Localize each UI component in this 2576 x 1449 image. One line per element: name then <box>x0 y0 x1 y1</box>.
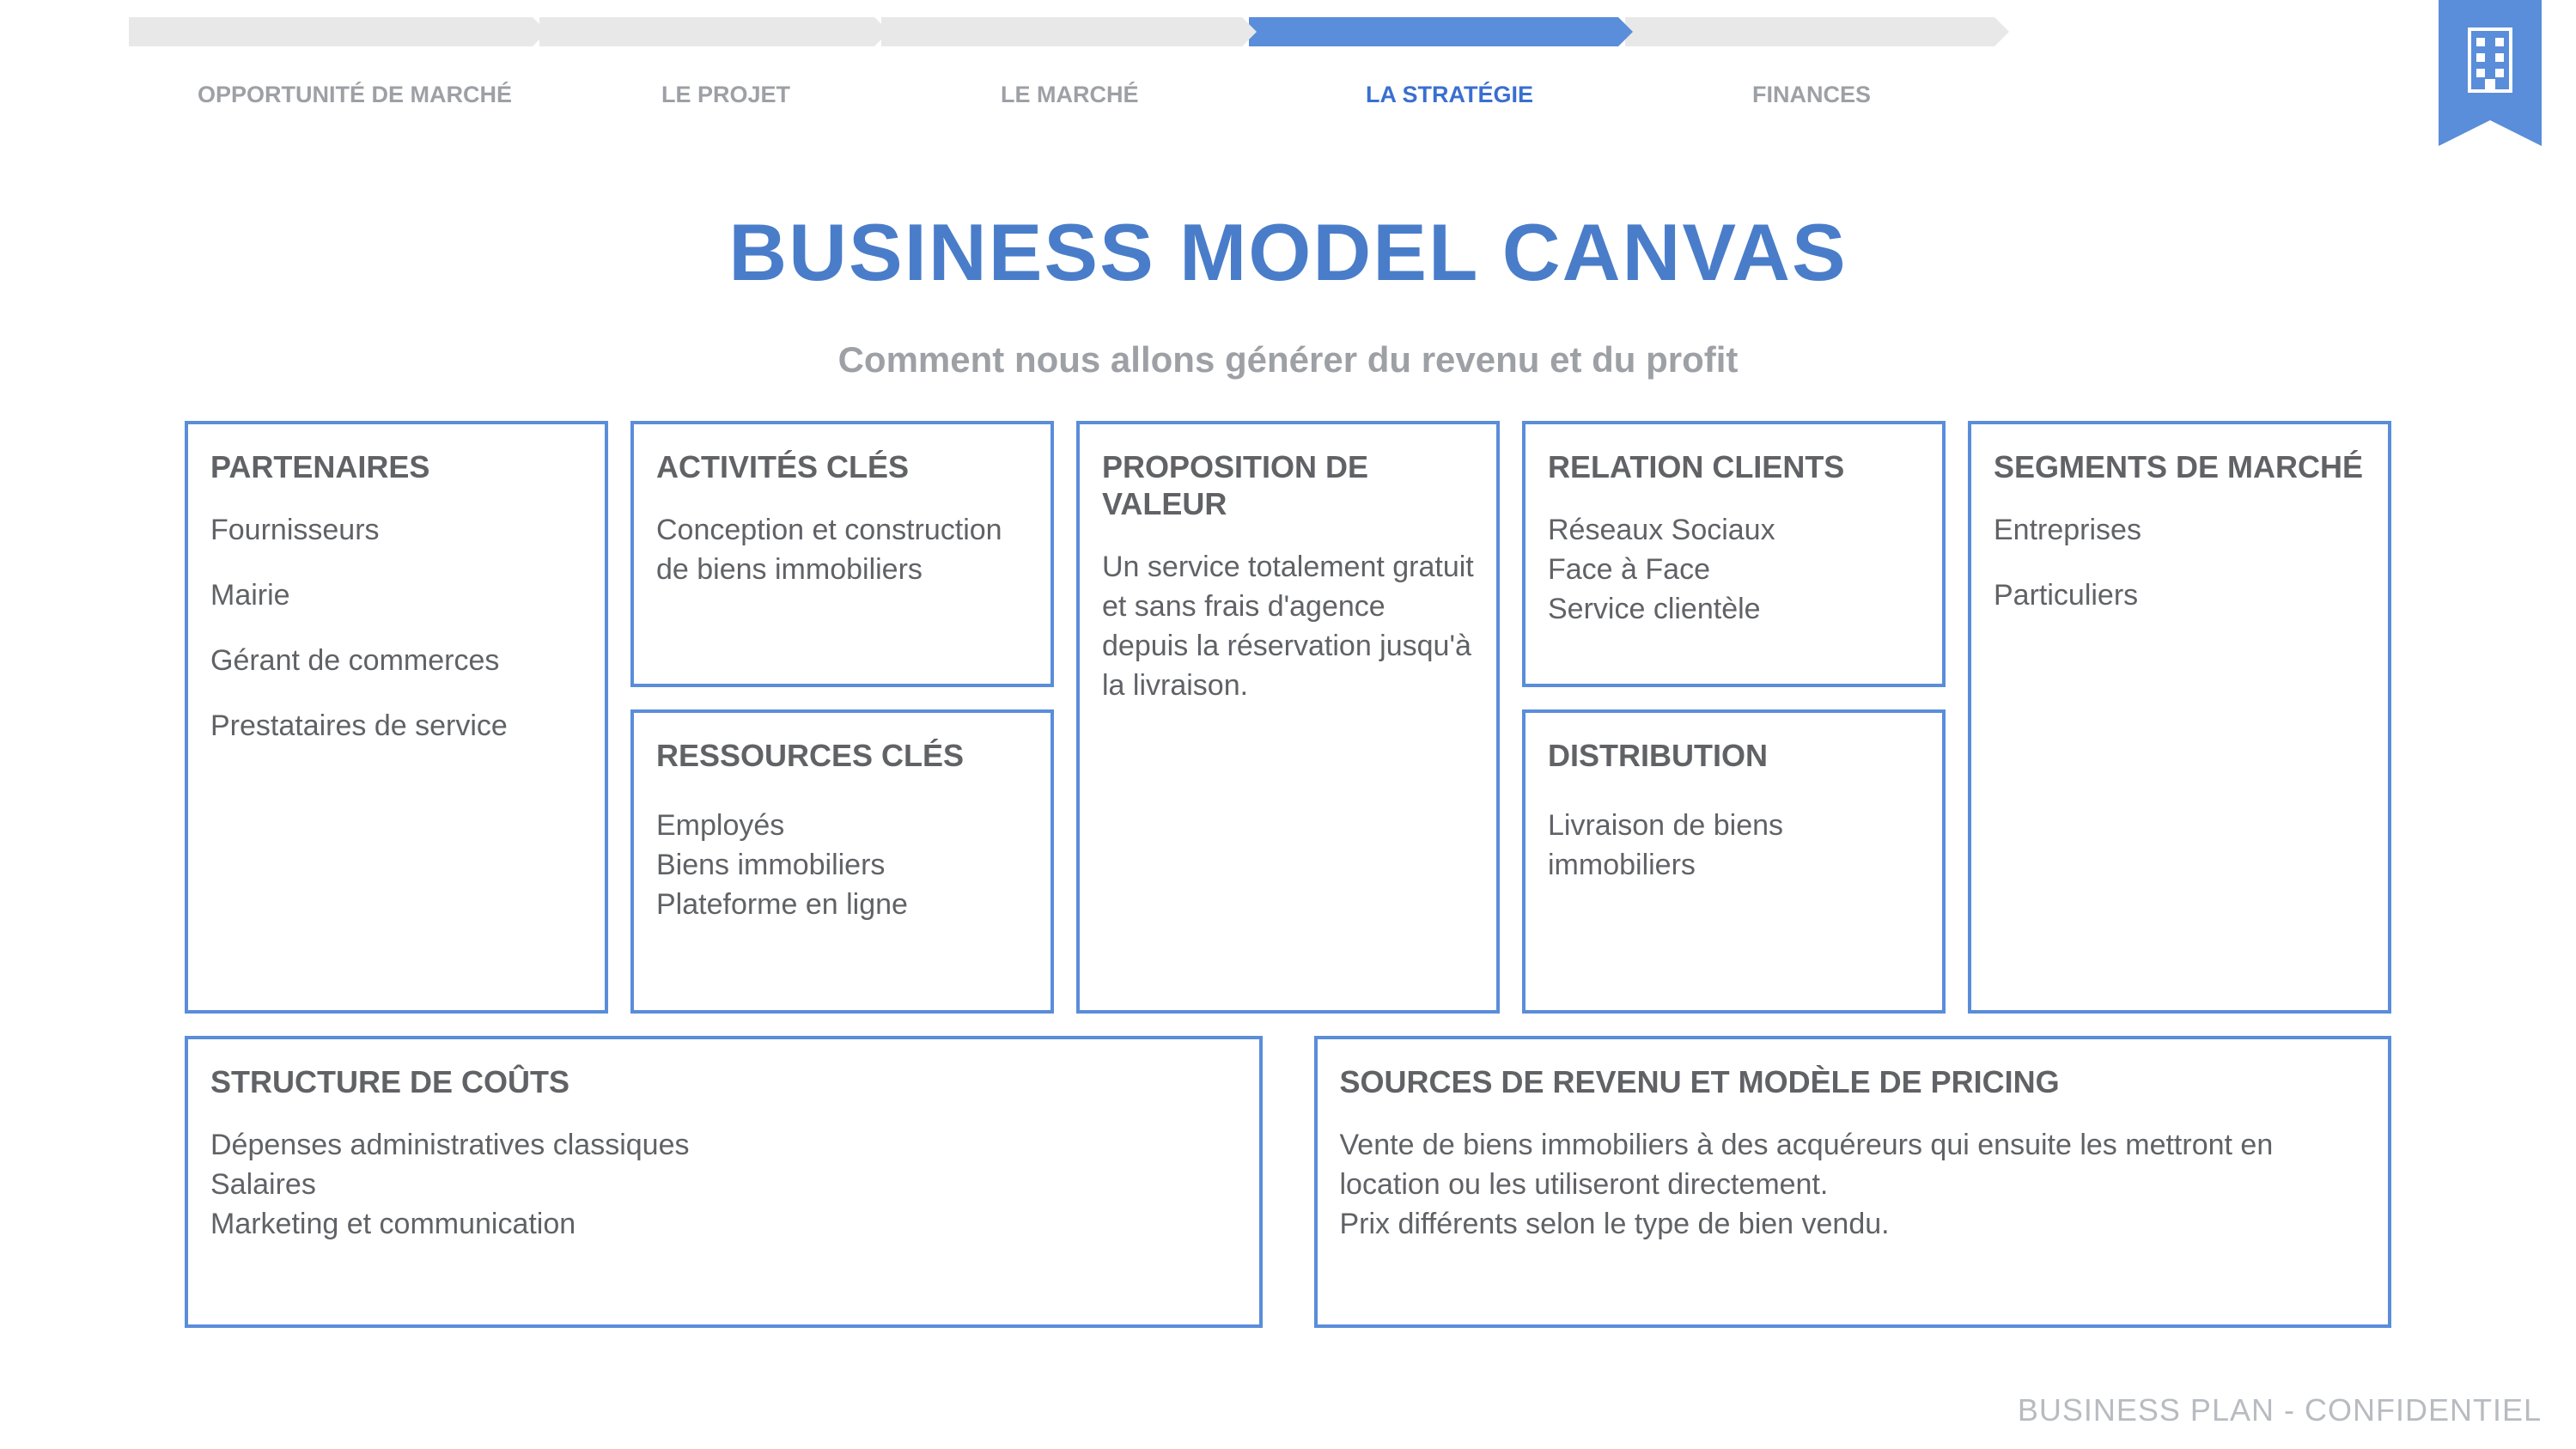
revenue-line-1: Prix différents selon le type de bien ve… <box>1340 1205 2366 1245</box>
corner-ribbon <box>2439 0 2542 120</box>
canvas-col-segments: SEGMENTS DE MARCHÉ Entreprises Particuli… <box>1968 421 2391 1014</box>
page-title: BUSINESS MODEL CANVAS <box>0 206 2576 299</box>
canvas-col-activities: ACTIVITÉS CLÉS Conception et constructio… <box>630 421 1054 1014</box>
revenue-line-0: Vente de biens immobiliers à des acquére… <box>1340 1126 2366 1205</box>
resources-item-1: Biens immobiliers <box>656 846 1028 886</box>
box-value-title: PROPOSITION DE VALEUR <box>1102 448 1474 522</box>
breadcrumb-label-2[interactable]: LE MARCHÉ <box>1001 82 1139 108</box>
box-revenue-body: Vente de biens immobiliers à des acquére… <box>1340 1126 2366 1245</box>
box-costs-body: Dépenses administratives classiques Sala… <box>210 1126 1237 1245</box>
box-customer-title: RELATION CLIENTS <box>1548 448 1920 485</box>
canvas-col-partners: PARTENAIRES Fournisseurs Mairie Gérant d… <box>185 421 608 1014</box>
box-segments-title: SEGMENTS DE MARCHÉ <box>1994 448 2366 485</box>
building-icon <box>2464 26 2516 94</box>
canvas-top-row: PARTENAIRES Fournisseurs Mairie Gérant d… <box>185 421 2391 1014</box>
box-resources-body: Employés Biens immobiliers Plateforme en… <box>656 807 1028 925</box>
box-activities-body: Conception et construction de biens immo… <box>656 511 1028 590</box>
canvas-bottom-row: STRUCTURE DE COÛTS Dépenses administrati… <box>185 1036 2391 1328</box>
box-segments: SEGMENTS DE MARCHÉ Entreprises Particuli… <box>1968 421 2391 1014</box>
customer-item-1: Face à Face <box>1548 551 1920 590</box>
box-activities: ACTIVITÉS CLÉS Conception et constructio… <box>630 421 1054 687</box>
breadcrumb-arrow-1[interactable] <box>539 17 874 46</box>
segments-item-1: Particuliers <box>1994 576 2366 616</box>
box-distribution-body: Livraison de biens immobiliers <box>1548 807 1920 886</box>
segments-item-0: Entreprises <box>1994 511 2366 551</box>
box-revenue-title: SOURCES DE REVENU ET MODÈLE DE PRICING <box>1340 1063 2366 1100</box>
box-partners-title: PARTENAIRES <box>210 448 582 485</box>
box-resources-title: RESSOURCES CLÉS <box>656 737 1028 774</box>
box-value-body: Un service totalement gratuit et sans fr… <box>1102 548 1474 706</box>
customer-item-0: Réseaux Sociaux <box>1548 511 1920 551</box>
breadcrumb-label-3[interactable]: LA STRATÉGIE <box>1366 82 1533 108</box>
box-customer-body: Réseaux Sociaux Face à Face Service clie… <box>1548 511 1920 630</box>
partners-item-1: Mairie <box>210 576 582 616</box>
footer-confidential: BUSINESS PLAN - CONFIDENTIEL <box>2018 1392 2542 1428</box>
breadcrumb-arrow-4[interactable] <box>1625 17 1994 46</box>
breadcrumb-label-4[interactable]: FINANCES <box>1752 82 1871 108</box>
box-partners: PARTENAIRES Fournisseurs Mairie Gérant d… <box>185 421 608 1014</box>
partners-item-0: Fournisseurs <box>210 511 582 551</box>
resources-item-0: Employés <box>656 807 1028 846</box>
box-segments-body: Entreprises Particuliers <box>1994 511 2366 616</box>
costs-item-2: Marketing et communication <box>210 1205 1237 1245</box>
breadcrumb-label-1[interactable]: LE PROJET <box>661 82 790 108</box>
box-activities-title: ACTIVITÉS CLÉS <box>656 448 1028 485</box>
box-revenue: SOURCES DE REVENU ET MODÈLE DE PRICING V… <box>1314 1036 2392 1328</box>
box-distribution: DISTRIBUTION Livraison de biens immobili… <box>1522 709 1946 1014</box>
partners-item-2: Gérant de commerces <box>210 642 582 681</box>
costs-item-0: Dépenses administratives classiques <box>210 1126 1237 1166</box>
canvas-col-customer: RELATION CLIENTS Réseaux Sociaux Face à … <box>1522 421 1946 1014</box>
resources-item-2: Plateforme en ligne <box>656 886 1028 925</box>
breadcrumb-arrow-0[interactable] <box>129 17 533 46</box>
breadcrumb-arrow-3[interactable] <box>1249 17 1618 46</box>
box-resources: RESSOURCES CLÉS Employés Biens immobilie… <box>630 709 1054 1014</box>
breadcrumb-bar <box>129 17 1994 46</box>
box-value-prop: PROPOSITION DE VALEUR Un service totalem… <box>1076 421 1500 1014</box>
box-customer-rel: RELATION CLIENTS Réseaux Sociaux Face à … <box>1522 421 1946 687</box>
box-costs-title: STRUCTURE DE COÛTS <box>210 1063 1237 1100</box>
costs-item-1: Salaires <box>210 1166 1237 1205</box>
box-distribution-title: DISTRIBUTION <box>1548 737 1920 774</box>
box-costs: STRUCTURE DE COÛTS Dépenses administrati… <box>185 1036 1263 1328</box>
breadcrumb-arrow-2[interactable] <box>881 17 1242 46</box>
canvas-col-value: PROPOSITION DE VALEUR Un service totalem… <box>1076 421 1500 1014</box>
customer-item-2: Service clientèle <box>1548 590 1920 630</box>
box-partners-body: Fournisseurs Mairie Gérant de commerces … <box>210 511 582 746</box>
breadcrumb-label-0[interactable]: OPPORTUNITÉ DE MARCHÉ <box>198 82 512 108</box>
page-subtitle: Comment nous allons générer du revenu et… <box>0 339 2576 381</box>
partners-item-3: Prestataires de service <box>210 707 582 746</box>
